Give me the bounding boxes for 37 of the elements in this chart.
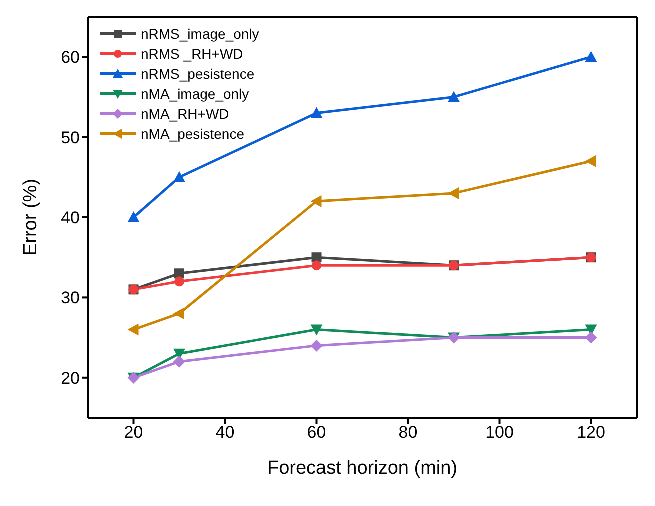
y-tick-label: 20	[61, 368, 80, 388]
legend-label: nRMS _RH+WD	[141, 46, 244, 62]
point	[312, 260, 322, 271]
point	[128, 212, 140, 222]
y-tick-label: 30	[61, 288, 80, 308]
point	[174, 308, 184, 320]
y-tick-label: 50	[61, 128, 80, 148]
x-tick-label: 100	[486, 423, 514, 442]
point	[174, 356, 186, 368]
x-tick-label: 80	[398, 423, 418, 442]
point	[174, 276, 184, 287]
legend-label: nRMS_image_only	[141, 26, 260, 42]
x-tick-label: 40	[216, 423, 235, 442]
legend-label: nMA_pesistence	[141, 126, 245, 142]
legend-label: nMA_image_only	[141, 86, 250, 102]
point	[448, 91, 460, 102]
point	[310, 324, 323, 336]
x-tick-label: 60	[307, 423, 326, 442]
point	[128, 324, 139, 336]
x-tick-label: 120	[577, 423, 606, 442]
point	[174, 171, 186, 182]
y-axis-title: Error (%)	[20, 178, 42, 256]
point	[174, 268, 184, 279]
x-axis-title: Forecast horizon (min)	[267, 458, 458, 479]
point	[312, 252, 322, 263]
y-tick-label: 60	[61, 48, 80, 68]
legend-label: nMA_RH+WD	[141, 106, 230, 122]
point	[310, 195, 322, 208]
point	[585, 332, 598, 344]
point	[448, 187, 459, 200]
point	[585, 51, 598, 62]
legend-label: nRMS_pesistence	[141, 66, 255, 82]
point	[585, 155, 596, 168]
y-tick-label: 40	[61, 208, 80, 228]
x-tick-label: 20	[124, 423, 144, 442]
point	[310, 107, 323, 118]
point	[310, 340, 323, 352]
